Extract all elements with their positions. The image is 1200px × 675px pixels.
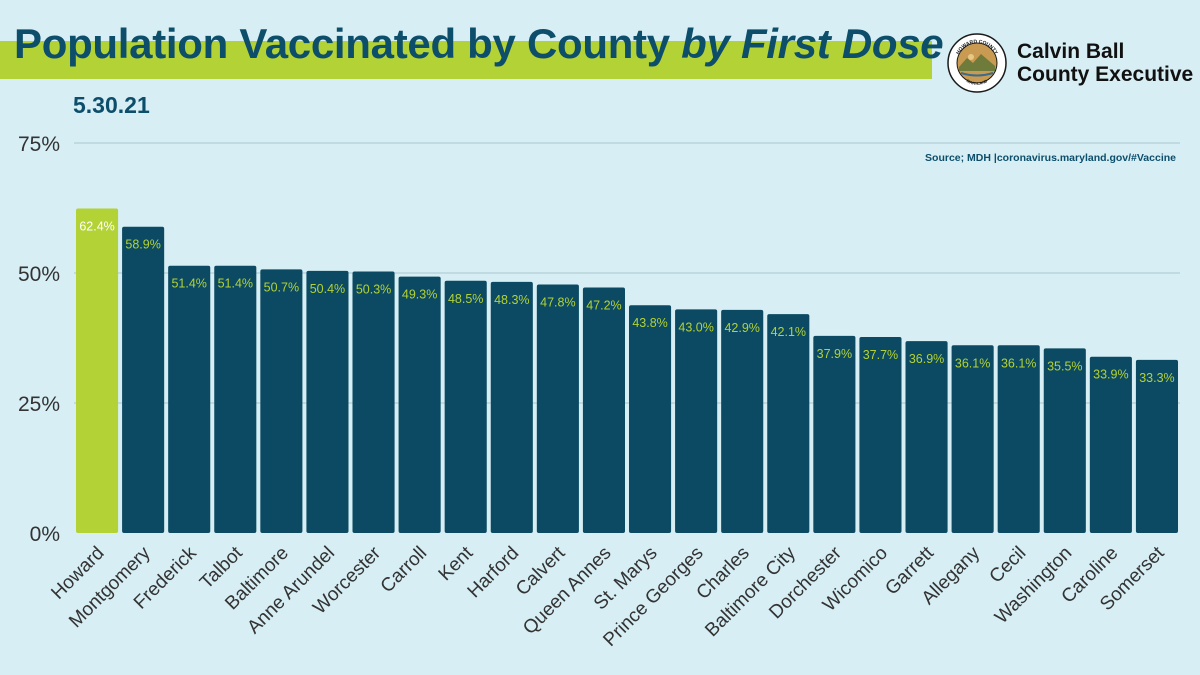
bar [951, 345, 994, 533]
bar-value-label: 49.3% [402, 288, 437, 302]
bar-value-label: 36.1% [1001, 356, 1036, 370]
bar-value-label: 33.9% [1093, 368, 1128, 382]
bar-value-label: 48.5% [448, 292, 483, 306]
bar-value-label: 33.3% [1139, 371, 1174, 385]
bar [905, 341, 948, 533]
bar [352, 271, 395, 533]
title-italic: by First Dose [681, 20, 944, 67]
county-seal-logo: HOWARD COUNTY MARYLAND [947, 33, 1007, 93]
source-note: Source; MDH |coronavirus.maryland.gov/#V… [925, 152, 1176, 164]
bar [76, 208, 119, 533]
y-tick-label: 75% [18, 133, 60, 156]
bar [1135, 359, 1178, 533]
seal-text-bottom: MARYLAND [966, 78, 989, 86]
y-tick-label: 50% [18, 263, 60, 286]
bar-value-label: 62.4% [79, 220, 114, 234]
exec-name-line1: Calvin Ball [1017, 40, 1125, 63]
bar [122, 226, 165, 533]
bar [582, 287, 625, 533]
county-executive-name: Calvin Ball County Executive [1017, 40, 1193, 86]
bar-value-label: 36.1% [955, 356, 990, 370]
y-tick-label: 25% [18, 393, 60, 416]
bar [1089, 356, 1132, 533]
bar [997, 345, 1040, 533]
bar [168, 265, 211, 533]
x-tick-label: Harford [464, 543, 524, 603]
bar-value-label: 47.8% [540, 295, 575, 309]
bar-value-label: 50.3% [356, 282, 391, 296]
bar-value-label: 42.1% [771, 325, 806, 339]
bar [813, 335, 856, 533]
title-main: Population Vaccinated by County [14, 20, 670, 67]
report-date: 5.30.21 [73, 92, 150, 118]
bar [859, 336, 902, 533]
bar-value-label: 36.9% [909, 352, 944, 366]
bar [1043, 348, 1086, 533]
bar [536, 284, 579, 533]
bar [721, 309, 764, 533]
bar-value-label: 35.5% [1047, 359, 1082, 373]
bar [675, 309, 718, 533]
title-highlight-band [0, 41, 932, 79]
bar-value-label: 51.4% [171, 277, 206, 291]
page-title: Population Vaccinated by County by First… [14, 20, 944, 68]
exec-name-line2: County Executive [1017, 63, 1194, 86]
bar-value-label: 51.4% [218, 277, 253, 291]
bar [629, 305, 672, 533]
bar-value-label: 58.9% [125, 238, 160, 252]
bar-value-label: 50.4% [310, 282, 345, 296]
bar-value-label: 37.7% [863, 348, 898, 362]
y-tick-label: 0% [30, 523, 60, 546]
bar-value-label: 50.7% [264, 280, 299, 294]
bar [306, 270, 349, 533]
bar [214, 265, 257, 533]
bar-value-label: 43.0% [678, 320, 713, 334]
bar-value-label: 48.3% [494, 293, 529, 307]
bar-value-label: 42.9% [724, 321, 759, 335]
bar [444, 280, 487, 533]
bar-value-label: 47.2% [586, 299, 621, 313]
bar [398, 276, 441, 533]
bar [490, 281, 533, 533]
bar-value-label: 37.9% [817, 347, 852, 361]
x-tick-label: Carroll [377, 543, 431, 597]
bar [767, 314, 810, 533]
bar-value-label: 43.8% [632, 316, 667, 330]
bar [260, 269, 303, 533]
